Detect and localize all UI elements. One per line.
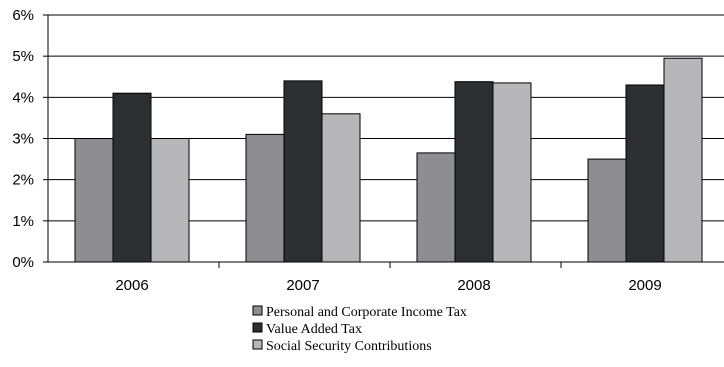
x-tick-label: 2007 <box>286 277 319 294</box>
bar-2008-series-2 <box>454 81 494 263</box>
bar-2007-series-3 <box>321 113 361 263</box>
bar-2007-series-1 <box>245 133 285 263</box>
legend-label-2: Value Added Tax <box>266 322 362 337</box>
y-tick-label: 6% <box>12 7 34 24</box>
bar-2007-series-2 <box>283 80 323 263</box>
x-tick-label: 2006 <box>115 277 148 294</box>
x-tick-label: 2008 <box>457 277 490 294</box>
legend-swatch-3 <box>252 339 263 350</box>
bars <box>74 57 703 263</box>
y-tick-label: 1% <box>12 213 34 230</box>
legend-swatch-1 <box>252 305 263 316</box>
y-tick-label: 5% <box>12 48 34 65</box>
bar-2006-series-3 <box>150 138 190 263</box>
x-tick-label: 2009 <box>628 277 661 294</box>
y-tick-label: 4% <box>12 89 34 106</box>
x-tick-labels: 2006 2007 2008 2009 <box>115 277 661 294</box>
bar-2006-series-2 <box>112 92 152 263</box>
bar-2009-series-3 <box>663 57 703 263</box>
legend: Personal and Corporate Income Tax Value A… <box>252 305 467 354</box>
y-tick-labels: 0% 1% 2% 3% 4% 5% 6% <box>12 7 34 271</box>
bar-2006-series-1 <box>74 138 114 263</box>
legend-label-3: Social Security Contributions <box>266 339 432 354</box>
legend-label-1: Personal and Corporate Income Tax <box>266 305 467 320</box>
bar-2008-series-1 <box>416 152 456 263</box>
bar-2009-series-1 <box>587 158 627 263</box>
legend-swatch-2 <box>252 322 263 333</box>
axes <box>43 14 724 268</box>
bar-2008-series-3 <box>492 82 532 263</box>
y-tick-label: 2% <box>12 172 34 189</box>
bar-2009-series-2 <box>625 84 665 263</box>
y-tick-label: 0% <box>12 254 34 271</box>
y-tick-label: 3% <box>12 131 34 148</box>
